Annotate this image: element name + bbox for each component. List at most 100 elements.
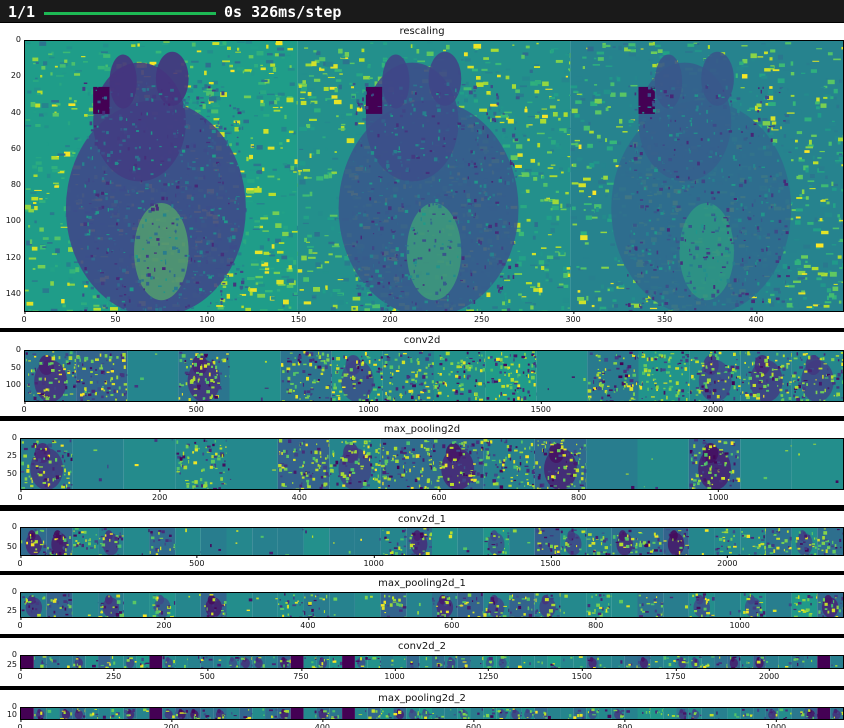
feature-tile	[688, 528, 715, 555]
feature-tile	[434, 351, 488, 401]
feature-tile	[637, 528, 665, 555]
feature-tile	[587, 351, 642, 401]
x-tick-label: 0	[21, 401, 27, 414]
feature-tile	[277, 439, 333, 489]
progress-timing: 0s 326ms/step	[224, 3, 342, 21]
feature-tile	[483, 528, 512, 555]
feature-tile	[252, 708, 266, 719]
y-tick-label: 140	[5, 288, 21, 298]
feature-tile	[316, 656, 330, 668]
feature-tile	[110, 708, 124, 719]
feature-tile	[72, 528, 102, 555]
feature-tile	[33, 656, 47, 668]
feature-tile	[162, 708, 177, 719]
feature-tile	[303, 593, 330, 617]
feature-tile	[496, 656, 511, 668]
feature-tile	[380, 528, 409, 555]
feature-tile	[200, 528, 227, 555]
feature-tile	[740, 351, 795, 401]
feature-tile	[560, 528, 589, 555]
feature-tile	[663, 528, 692, 555]
x-tick-label: 400	[300, 617, 316, 630]
feature-tile	[650, 708, 666, 719]
feature-tile	[46, 593, 74, 617]
feature-tile	[676, 708, 691, 719]
feature-tile	[239, 656, 254, 668]
feature-tile	[21, 708, 34, 719]
x-tick-label: 400	[315, 719, 330, 728]
feature-tile	[46, 528, 74, 555]
x-tick-label: 200	[152, 489, 168, 502]
feature-tile	[354, 708, 368, 719]
x-tick-label: 800	[571, 489, 587, 502]
feature-tile	[650, 656, 664, 668]
feature-tile	[226, 708, 240, 719]
feature-tile	[714, 593, 742, 617]
feature-tile	[817, 593, 843, 617]
feature-tile	[638, 351, 692, 401]
feature-tile	[406, 593, 432, 617]
y-tick-label: 100	[5, 216, 21, 226]
feature-map-svg	[21, 528, 843, 555]
y-tick-label: 50	[6, 468, 17, 478]
feature-tile	[560, 593, 587, 617]
feature-tile	[701, 708, 717, 719]
feature-tile	[21, 528, 47, 555]
feature-map-svg	[21, 593, 843, 617]
panel-title: conv2d_2	[398, 641, 446, 652]
feature-tile	[187, 708, 201, 719]
feature-tile	[239, 708, 254, 719]
feature-tile	[25, 41, 306, 311]
feature-tile	[265, 708, 279, 719]
feature-tile	[419, 656, 432, 668]
feature-tile	[98, 656, 112, 668]
feature-tile	[444, 708, 458, 719]
feature-tile	[380, 708, 394, 719]
feature-tile	[252, 528, 278, 555]
feature-tile	[393, 708, 407, 719]
x-tick-label: 400	[748, 311, 764, 324]
feature-tile	[432, 439, 486, 489]
feature-tile	[688, 656, 704, 668]
x-tick-label: 1000	[729, 617, 750, 630]
feature-tile	[676, 656, 691, 668]
y-tick-label: 120	[5, 252, 21, 262]
feature-tile	[149, 656, 163, 668]
feature-tile	[534, 593, 564, 617]
feature-tile	[127, 351, 179, 401]
feature-tile	[817, 708, 831, 719]
feature-tile	[72, 656, 86, 668]
feature-map-image	[24, 40, 844, 312]
feature-tile	[303, 708, 318, 719]
feature-tile	[380, 593, 409, 617]
y-tick-label: 0	[11, 587, 17, 596]
feature-tile	[175, 439, 230, 489]
y-tick-label: 0	[11, 433, 17, 442]
feature-tile	[226, 439, 278, 489]
feature-tile	[663, 593, 689, 617]
panel-rescaling: rescaling 0 50 100 150 200 250 300 350 400 0 20 40 60…	[0, 23, 844, 328]
feature-tile	[457, 528, 484, 555]
feature-tile	[714, 708, 728, 719]
feature-tile	[252, 656, 267, 668]
feature-tile	[354, 656, 369, 668]
feature-tile	[663, 656, 677, 668]
feature-tile	[624, 656, 638, 668]
y-tick-label: 25	[6, 660, 17, 670]
feature-map-svg	[25, 41, 843, 311]
x-tick-label: 350	[656, 311, 673, 324]
x-tick-label: 600	[444, 617, 460, 630]
x-tick-label: 1500	[571, 668, 592, 681]
feature-tile	[149, 593, 176, 617]
feature-tile	[727, 708, 741, 719]
feature-map-svg	[21, 708, 843, 719]
feature-tile	[817, 656, 831, 668]
y-tick-label: 25	[6, 605, 17, 615]
x-tick-label: 1000	[358, 401, 379, 414]
feature-tile	[573, 708, 587, 719]
feature-tile	[778, 656, 792, 668]
feature-tile	[496, 708, 510, 719]
feature-tile	[536, 351, 588, 401]
x-tick-label: 50	[110, 311, 121, 324]
feature-tile	[470, 708, 484, 719]
